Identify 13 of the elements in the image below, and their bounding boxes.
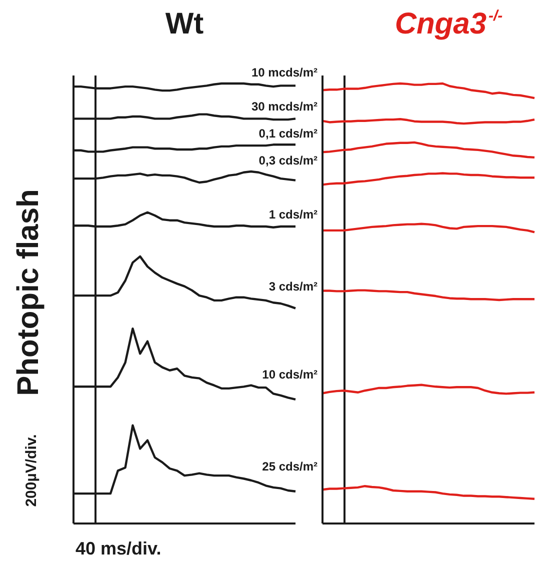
y-axis-title: 200µV/div.: [23, 434, 40, 507]
series-label: 25 cds/m²: [262, 459, 318, 474]
series-label: 10 cds/m²: [262, 367, 318, 382]
series-label: 0,1 cds/m²: [258, 126, 318, 141]
chart-title: Wt: [165, 8, 204, 40]
text: Photopic flash: [12, 189, 45, 396]
series-label: 10 mcds/m²: [251, 66, 318, 80]
series-label: 30 mcds/m²: [251, 99, 318, 114]
series-label: 0,3 cds/m²: [258, 154, 318, 168]
series-label: 1 cds/m²: [268, 208, 318, 222]
chart-title: Cnga3-/-: [394, 8, 503, 40]
series-label: 3 cds/m²: [268, 279, 318, 294]
x-axis-title: 40 ms/div.: [76, 538, 162, 558]
